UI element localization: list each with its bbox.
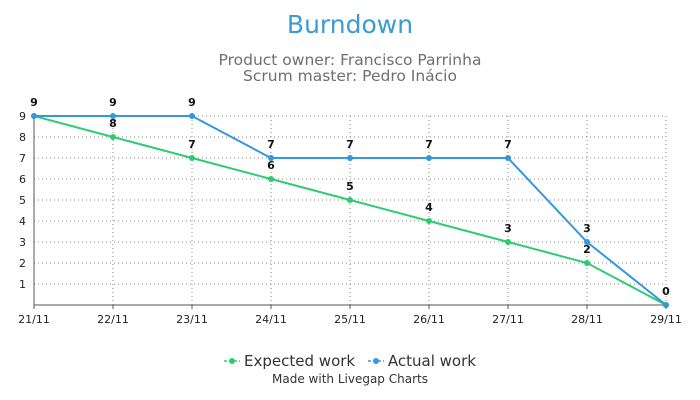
data-point-expected [110, 134, 116, 140]
data-label-actual: 9 [30, 96, 38, 109]
data-point-actual [505, 155, 511, 161]
legend-swatch-expected [224, 358, 241, 364]
y-tick-label: 7 [19, 152, 26, 165]
legend-label-expected: Expected work [244, 352, 356, 370]
data-point-actual [31, 113, 37, 119]
data-point-actual [584, 239, 590, 245]
x-tick-label: 22/11 [97, 313, 129, 326]
legend-swatch-actual [367, 358, 384, 364]
data-label-actual: 7 [346, 138, 354, 151]
data-point-expected [584, 260, 590, 266]
x-tick-label: 25/11 [334, 313, 366, 326]
data-point-actual [347, 155, 353, 161]
data-label-expected: 8 [109, 117, 117, 130]
data-label-expected: 3 [504, 222, 512, 235]
y-tick-label: 2 [19, 257, 26, 270]
chart-subtitle-owner: Product owner: Francisco Parrinha [218, 51, 482, 69]
data-label-actual: 7 [425, 138, 433, 151]
chart-legend: Expected work Actual work [0, 352, 700, 370]
x-tick-label: 26/11 [413, 313, 445, 326]
data-point-expected [505, 239, 511, 245]
data-label-actual: 9 [109, 96, 117, 109]
x-tick-label: 24/11 [255, 313, 287, 326]
data-point-expected [426, 218, 432, 224]
data-point-actual [110, 113, 116, 119]
data-point-actual [268, 155, 274, 161]
data-label-expected: 4 [425, 201, 433, 214]
y-tick-label: 6 [19, 173, 26, 186]
legend-item-expected[interactable]: Expected work [224, 352, 355, 370]
data-point-actual [663, 302, 669, 308]
legend-item-actual[interactable]: Actual work [367, 352, 476, 370]
data-point-expected [268, 176, 274, 182]
chart-title: Burndown [286, 10, 414, 39]
data-label-actual: 7 [267, 138, 275, 151]
y-tick-label: 1 [19, 278, 26, 291]
data-label-actual: 7 [504, 138, 512, 151]
data-label-expected: 6 [267, 159, 275, 172]
chart-subtitle-master: Scrum master: Pedro Inácio [243, 67, 457, 85]
data-point-expected [347, 197, 353, 203]
data-label-actual: 0 [662, 285, 670, 298]
x-tick-label: 21/11 [18, 313, 50, 326]
x-tick-label: 29/11 [650, 313, 682, 326]
footer-credit: Made with Livegap Charts [272, 372, 428, 386]
y-tick-label: 3 [19, 236, 26, 249]
y-tick-label: 8 [19, 131, 26, 144]
x-tick-label: 23/11 [176, 313, 208, 326]
data-point-expected [189, 155, 195, 161]
data-label-expected: 5 [346, 180, 354, 193]
y-tick-label: 5 [19, 194, 26, 207]
data-point-actual [426, 155, 432, 161]
y-tick-label: 9 [19, 110, 26, 123]
x-tick-label: 28/11 [571, 313, 603, 326]
y-tick-label: 4 [19, 215, 26, 228]
data-point-actual [189, 113, 195, 119]
data-label-actual: 9 [188, 96, 196, 109]
legend-label-actual: Actual work [387, 352, 476, 370]
x-tick-label: 27/11 [492, 313, 524, 326]
data-label-actual: 3 [583, 222, 591, 235]
data-label-expected: 7 [188, 138, 196, 151]
data-label-expected: 2 [583, 243, 591, 256]
